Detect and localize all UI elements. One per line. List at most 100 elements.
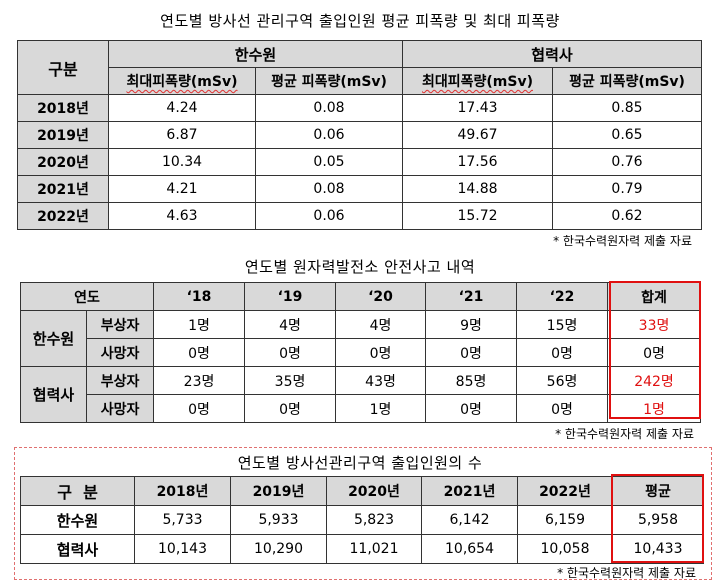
table-row: 사망자 0명 0명 1명 0명 0명 1명 bbox=[21, 394, 702, 423]
cell-value: 10.34 bbox=[108, 148, 256, 176]
label-dead: 사망자 bbox=[85, 394, 155, 423]
cell-value: 1명 bbox=[335, 394, 427, 423]
cell-value: 5,823 bbox=[326, 505, 422, 535]
cell-value: 85명 bbox=[425, 366, 518, 395]
header-group-partner: 협력사 bbox=[402, 40, 702, 68]
header-average: 평균 bbox=[612, 476, 704, 506]
header-year-20: ‘20 bbox=[335, 282, 427, 311]
cell-value: 0명 bbox=[516, 338, 609, 367]
cell-value: 35명 bbox=[244, 366, 337, 395]
cell-value: 0명 bbox=[425, 394, 518, 423]
cell-value: 4명 bbox=[244, 310, 337, 339]
header-year-2019: 2019년 bbox=[230, 476, 327, 506]
group-partner: 협력사 bbox=[20, 534, 135, 564]
table1-title: 연도별 방사선 관리구역 출입인원 평균 피폭량 및 최대 피폭량 bbox=[160, 12, 560, 30]
row-year: 2019년 bbox=[17, 121, 109, 149]
cell-value: 0.05 bbox=[255, 148, 403, 176]
cell-value: 0.08 bbox=[255, 94, 403, 122]
entrant-count-table: 구 분 2018년 2019년 2020년 2021년 2022년 평균 한수원… bbox=[20, 476, 704, 564]
table2-title: 연도별 원자력발전소 안전사고 내역 bbox=[244, 258, 476, 276]
label-injured: 부상자 bbox=[85, 310, 155, 339]
table-row: 한수원 5,733 5,933 5,823 6,142 6,159 5,958 bbox=[20, 505, 704, 535]
cell-total: 0명 bbox=[607, 338, 702, 367]
row-year: 2022년 bbox=[17, 202, 109, 230]
cell-value: 10,290 bbox=[230, 534, 327, 564]
table-row: 2022년 4.63 0.06 15.72 0.62 bbox=[17, 202, 702, 230]
cell-value: 17.43 bbox=[402, 94, 553, 122]
cell-value: 49.67 bbox=[402, 121, 553, 149]
cell-value: 6.87 bbox=[108, 121, 256, 149]
cell-value: 14.88 bbox=[402, 175, 553, 203]
cell-value: 0명 bbox=[244, 338, 337, 367]
table-row: 협력사 10,143 10,290 11,021 10,654 10,058 1… bbox=[20, 534, 704, 564]
cell-value: 0.62 bbox=[552, 202, 702, 230]
header-year-2021: 2021년 bbox=[421, 476, 518, 506]
cell-value: 5,933 bbox=[230, 505, 327, 535]
table-row: 2021년 4.21 0.08 14.88 0.79 bbox=[17, 175, 702, 203]
header-year-18: ‘18 bbox=[153, 282, 246, 311]
cell-average: 10,433 bbox=[612, 534, 704, 564]
label-dead: 사망자 bbox=[85, 338, 155, 367]
cell-value: 0명 bbox=[425, 338, 518, 367]
cell-value: 9명 bbox=[425, 310, 518, 339]
accident-table: 연도 ‘18 ‘19 ‘20 ‘21 ‘22 합계 한수원 부상자 1명 4명 … bbox=[19, 282, 702, 423]
cell-total: 33명 bbox=[607, 310, 702, 339]
table2-source-note: * 한국수력원자력 제출 자료 bbox=[555, 427, 694, 441]
table-row: 2018년 4.24 0.08 17.43 0.85 bbox=[17, 94, 702, 122]
header-max-dose-khnp: 최대피폭량(mSv) bbox=[126, 74, 238, 90]
cell-value: 4.24 bbox=[108, 94, 256, 122]
header-year-2020: 2020년 bbox=[326, 476, 422, 506]
exposure-table: 구분 한수원 협력사 최대피폭량(mSv) 평균 피폭량(mSv) 최대피폭량(… bbox=[17, 40, 702, 230]
group-partner: 협력사 bbox=[20, 366, 87, 423]
table-row: 사망자 0명 0명 0명 0명 0명 0명 bbox=[21, 338, 702, 367]
header-avg-dose-partner: 평균 피폭량(mSv) bbox=[552, 67, 702, 95]
cell-average: 5,958 bbox=[612, 505, 704, 535]
table3-source-note: * 한국수력원자력 제출 자료 bbox=[557, 566, 696, 580]
table-row: 한수원 부상자 1명 4명 4명 9명 15명 33명 bbox=[20, 310, 702, 367]
table3-title: 연도별 방사선관리구역 출입인원의 수 bbox=[237, 454, 483, 472]
cell-value: 10,058 bbox=[517, 534, 613, 564]
cell-value: 43명 bbox=[335, 366, 427, 395]
cell-value: 4명 bbox=[335, 310, 427, 339]
cell-value: 0명 bbox=[153, 394, 246, 423]
cell-value: 0명 bbox=[244, 394, 337, 423]
cell-value: 4.63 bbox=[108, 202, 256, 230]
cell-value: 11,021 bbox=[326, 534, 422, 564]
header-group-khnp: 한수원 bbox=[108, 40, 403, 68]
cell-value: 0.65 bbox=[552, 121, 702, 149]
table-row: 협력사 부상자 23명 35명 43명 85명 56명 242명 bbox=[20, 366, 702, 423]
header-year-2018: 2018년 bbox=[134, 476, 231, 506]
label-injured: 부상자 bbox=[85, 366, 155, 395]
cell-total: 1명 bbox=[607, 394, 702, 423]
header-year-21: ‘21 bbox=[425, 282, 518, 311]
cell-value: 17.56 bbox=[402, 148, 553, 176]
cell-value: 10,143 bbox=[134, 534, 231, 564]
header-total: 합계 bbox=[607, 282, 702, 311]
header-year-2022: 2022년 bbox=[517, 476, 613, 506]
header-category: 구 분 bbox=[20, 476, 135, 506]
header-max-dose-partner: 최대피폭량(mSv) bbox=[422, 74, 533, 90]
group-khnp: 한수원 bbox=[20, 505, 135, 535]
cell-value: 6,142 bbox=[421, 505, 518, 535]
table1-source-note: * 한국수력원자력 제출 자료 bbox=[553, 234, 692, 248]
cell-value: 15.72 bbox=[402, 202, 553, 230]
header-year-19: ‘19 bbox=[244, 282, 337, 311]
table-row: 2019년 6.87 0.06 49.67 0.65 bbox=[17, 121, 702, 149]
cell-value: 4.21 bbox=[108, 175, 256, 203]
row-year: 2021년 bbox=[17, 175, 109, 203]
cell-value: 1명 bbox=[153, 310, 246, 339]
cell-value: 6,159 bbox=[517, 505, 613, 535]
cell-value: 5,733 bbox=[134, 505, 231, 535]
table-row: 2020년 10.34 0.05 17.56 0.76 bbox=[17, 148, 702, 176]
cell-value: 0.79 bbox=[552, 175, 702, 203]
cell-value: 0명 bbox=[516, 394, 609, 423]
header-category: 구분 bbox=[17, 40, 109, 95]
header-year: 연도 bbox=[19, 282, 155, 311]
cell-value: 0.06 bbox=[255, 121, 403, 149]
cell-value: 0.06 bbox=[255, 202, 403, 230]
cell-value: 10,654 bbox=[421, 534, 518, 564]
cell-value: 15명 bbox=[516, 310, 609, 339]
cell-value: 0.76 bbox=[552, 148, 702, 176]
cell-value: 0.08 bbox=[255, 175, 403, 203]
group-khnp: 한수원 bbox=[20, 310, 87, 367]
